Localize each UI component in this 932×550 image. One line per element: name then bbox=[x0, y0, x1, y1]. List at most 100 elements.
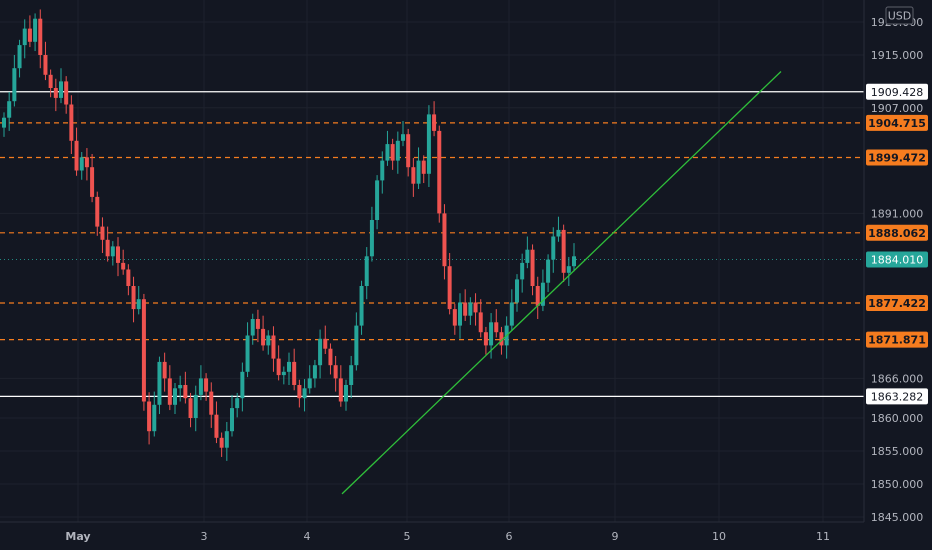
candle-body bbox=[48, 74, 53, 88]
candle-body bbox=[572, 256, 576, 267]
candle-body bbox=[561, 229, 566, 273]
candle-body bbox=[442, 213, 447, 267]
x-tick-label: 3 bbox=[201, 530, 208, 543]
candle-body bbox=[27, 28, 32, 42]
candle-body bbox=[338, 378, 343, 402]
candle-body bbox=[535, 286, 540, 306]
candle-body bbox=[515, 279, 519, 303]
candle-body bbox=[302, 388, 307, 399]
time-axis-ticks: May 3 4 5 6 9 10 11 bbox=[65, 530, 830, 543]
y-tick-label: 1915.000 bbox=[871, 49, 924, 62]
candle-body bbox=[7, 101, 12, 118]
currency-badge[interactable]: USD bbox=[885, 6, 914, 25]
time-axis-panel[interactable] bbox=[0, 522, 932, 550]
level-tag-bg bbox=[866, 224, 928, 241]
trendline bbox=[341, 71, 782, 495]
y-tick-label: 1855.000 bbox=[871, 445, 924, 458]
candle-body bbox=[432, 114, 437, 131]
candle-body bbox=[385, 144, 390, 161]
level-tag: 1909.428 bbox=[871, 86, 924, 99]
candle-body bbox=[525, 249, 530, 263]
x-tick-label: 6 bbox=[506, 530, 513, 543]
candle-body bbox=[141, 299, 146, 402]
candle-body bbox=[100, 226, 105, 240]
candle-body bbox=[167, 378, 172, 405]
candle-body bbox=[43, 55, 48, 75]
candle-body bbox=[157, 361, 162, 405]
candle-body bbox=[95, 196, 100, 227]
x-tick-label: 11 bbox=[816, 530, 830, 543]
candle-body bbox=[494, 322, 499, 333]
candle-body bbox=[204, 378, 209, 392]
candle-body bbox=[463, 302, 468, 316]
candle-body bbox=[546, 259, 551, 283]
candle-body bbox=[551, 236, 556, 260]
candle-body bbox=[79, 157, 84, 171]
candle-body bbox=[131, 286, 136, 310]
candle-body bbox=[354, 325, 359, 366]
candle-body bbox=[287, 361, 291, 372]
candle-body bbox=[395, 140, 400, 161]
candle-body bbox=[183, 385, 188, 399]
y-tick-label: 1860.000 bbox=[871, 412, 924, 425]
candle-body bbox=[390, 144, 395, 161]
level-tag-bg bbox=[866, 388, 928, 405]
candle-body bbox=[188, 398, 193, 418]
candle-body bbox=[489, 322, 494, 346]
grid-lines bbox=[0, 0, 864, 522]
level-tag: 1899.472 bbox=[868, 151, 926, 164]
level-tag: 1888.062 bbox=[868, 227, 926, 240]
candle-body bbox=[406, 134, 411, 168]
candle-body bbox=[540, 282, 545, 306]
candle-body bbox=[245, 335, 250, 372]
candle-body bbox=[84, 157, 89, 168]
candle-body bbox=[369, 220, 374, 257]
candle-body bbox=[2, 117, 6, 128]
candle-body bbox=[162, 361, 167, 379]
candle-body bbox=[307, 378, 312, 389]
candle-body bbox=[240, 371, 245, 399]
candle-body bbox=[375, 180, 380, 220]
candle-body bbox=[447, 266, 452, 310]
x-tick-label: 9 bbox=[612, 530, 619, 543]
candle-body bbox=[271, 335, 276, 359]
level-tag: 1904.715 bbox=[868, 117, 926, 130]
candle-body bbox=[478, 312, 483, 333]
candle-body bbox=[437, 130, 442, 214]
candle-body bbox=[344, 385, 348, 402]
candle-body bbox=[64, 81, 69, 105]
candle-body bbox=[318, 338, 323, 366]
candle-body bbox=[136, 299, 141, 310]
level-tag-bg bbox=[866, 331, 928, 348]
level-tag: 1877.422 bbox=[868, 297, 926, 310]
candle-body bbox=[359, 286, 364, 326]
candle-body bbox=[349, 365, 354, 385]
candle-body bbox=[323, 338, 328, 349]
candle-body bbox=[333, 365, 338, 379]
candle-body bbox=[152, 404, 157, 432]
candle-body bbox=[12, 68, 17, 102]
candle-body bbox=[214, 414, 219, 438]
price-axis-ticks: 1845.000 1850.000 1855.000 1860.000 1866.000… bbox=[871, 16, 924, 524]
candle-body bbox=[209, 391, 214, 415]
candle-body bbox=[38, 18, 43, 55]
candle-body bbox=[250, 319, 255, 336]
currency-label: USD bbox=[888, 10, 912, 23]
candle-body bbox=[281, 371, 286, 376]
last-price-tag-bg bbox=[866, 251, 928, 268]
candle-body bbox=[426, 114, 431, 174]
candle-body bbox=[261, 328, 266, 346]
level-tag: 1871.871 bbox=[868, 334, 926, 347]
candle-body bbox=[509, 302, 514, 326]
candle-body bbox=[483, 332, 488, 346]
candle-body bbox=[198, 378, 203, 395]
candle-body bbox=[520, 262, 525, 280]
candle-body bbox=[74, 140, 79, 171]
candle-body bbox=[116, 246, 120, 263]
candle-body bbox=[235, 398, 240, 409]
y-tick-label: 1907.000 bbox=[871, 102, 924, 115]
candlesticks bbox=[2, 9, 576, 461]
level-tag-bg bbox=[866, 295, 928, 312]
